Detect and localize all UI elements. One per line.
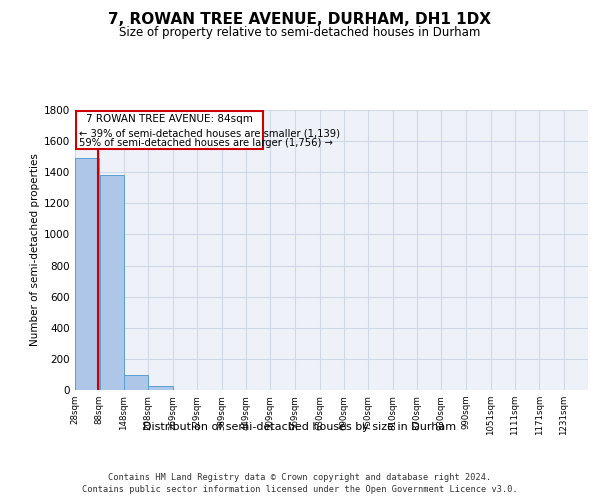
Bar	[148, 386, 173, 390]
Text: Size of property relative to semi-detached houses in Durham: Size of property relative to semi-detach…	[119, 26, 481, 39]
Bar	[124, 375, 148, 390]
Text: Contains HM Land Registry data © Crown copyright and database right 2024.: Contains HM Land Registry data © Crown c…	[109, 472, 491, 482]
Bar	[75, 158, 99, 390]
Text: 59% of semi-detached houses are larger (1,756) →: 59% of semi-detached houses are larger (…	[79, 138, 333, 148]
Text: 7 ROWAN TREE AVENUE: 84sqm: 7 ROWAN TREE AVENUE: 84sqm	[86, 114, 253, 124]
Bar	[100, 176, 124, 390]
Text: Contains public sector information licensed under the Open Government Licence v3: Contains public sector information licen…	[82, 485, 518, 494]
Text: ← 39% of semi-detached houses are smaller (1,139): ← 39% of semi-detached houses are smalle…	[79, 128, 340, 138]
Text: Distribution of semi-detached houses by size in Durham: Distribution of semi-detached houses by …	[143, 422, 457, 432]
FancyBboxPatch shape	[76, 111, 263, 149]
Text: 7, ROWAN TREE AVENUE, DURHAM, DH1 1DX: 7, ROWAN TREE AVENUE, DURHAM, DH1 1DX	[109, 12, 491, 28]
Y-axis label: Number of semi-detached properties: Number of semi-detached properties	[30, 154, 40, 346]
